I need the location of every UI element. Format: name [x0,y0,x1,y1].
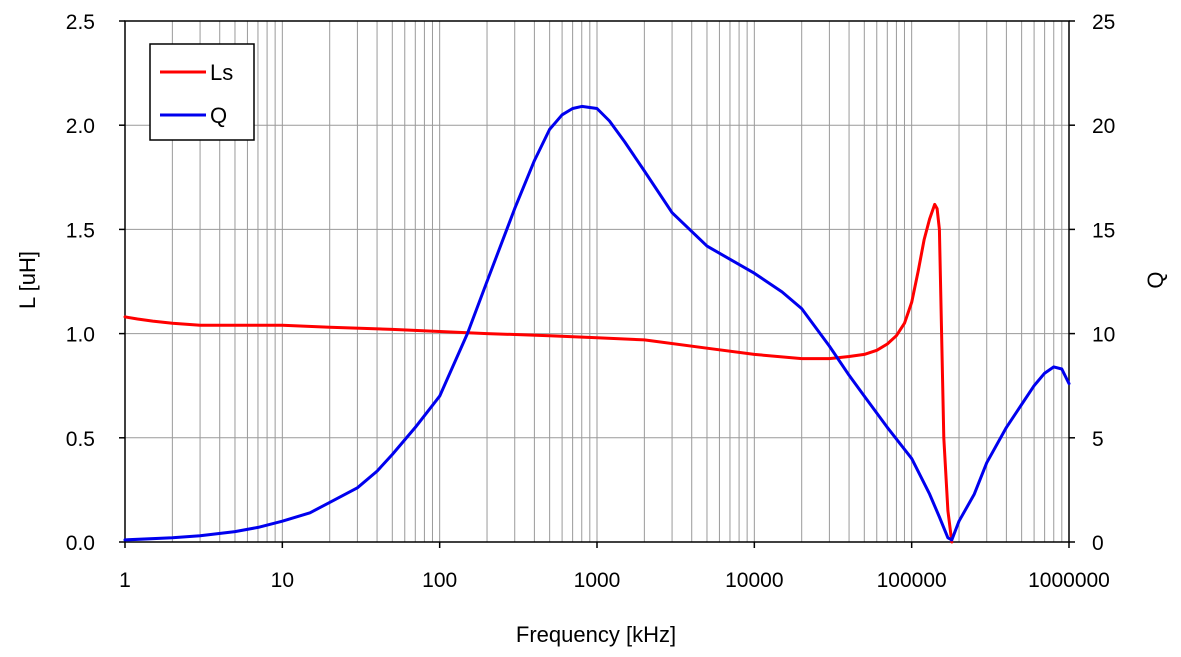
y-left-tick-label: 1.0 [66,324,95,347]
legend-label-q: Q [210,103,227,128]
y-left-tick-label: 0.5 [66,428,95,451]
y-right-tick-label: 5 [1092,428,1104,451]
x-axis-title: Frequency [kHz] [516,622,676,647]
y-left-tick-label: 2.0 [66,115,95,138]
y-right-tick-label: 10 [1092,324,1115,347]
left-axis-title: L [uH] [15,251,40,309]
legend: Ls Q [149,43,255,141]
axis-ticks: 1 10 100 1000 10000 100000 10000000.00.51.01.5… [66,11,1116,592]
series-line-ls [123,202,954,544]
right-axis-title: Q [1143,271,1168,288]
y-left-tick-label: 1.5 [66,219,95,242]
series-line-q [123,104,1071,542]
x-tick-label: 10000 [725,569,783,592]
x-tick-label: 1000 [574,569,621,592]
y-left-tick-label: 0.0 [66,532,95,555]
x-tick-label: 1000000 [1028,569,1110,592]
y-right-tick-label: 0 [1092,532,1104,555]
y-left-tick-label: 2.5 [66,11,95,34]
y-right-tick-label: 15 [1092,219,1115,242]
x-tick-label: 10 [271,569,294,592]
x-tick-label: 1 [119,569,131,592]
x-tick-label: 100000 [877,569,947,592]
y-right-tick-label: 20 [1092,115,1115,138]
series-layer [123,104,1071,544]
legend-box [149,43,255,141]
y-right-tick-label: 25 [1092,11,1115,34]
x-tick-label: 100 [422,569,457,592]
legend-label-ls: Ls [210,60,233,85]
